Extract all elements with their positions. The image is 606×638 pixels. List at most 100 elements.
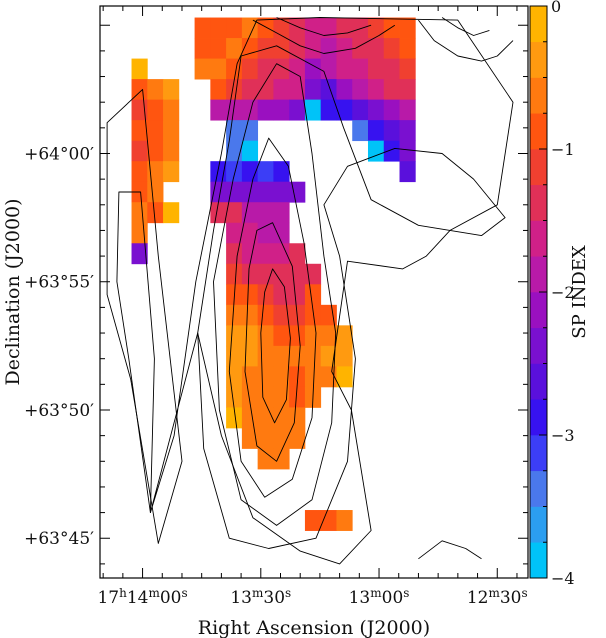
heatmap-cell [336, 366, 353, 388]
colorbar-swatch [530, 113, 547, 150]
heatmap-cell [367, 120, 385, 142]
heatmap-cell [226, 79, 243, 101]
heatmap-cell [399, 17, 416, 39]
heatmap-cell [273, 325, 290, 347]
heatmap-cell [399, 79, 416, 101]
heatmap-cell [383, 17, 400, 39]
heatmap-cell [210, 79, 227, 101]
heatmap-cell [131, 161, 148, 183]
heatmap-cell [336, 17, 353, 39]
heatmap-cell [147, 202, 164, 224]
heatmap-cell [210, 99, 227, 121]
heatmap-cell [304, 99, 322, 121]
heatmap-cell [289, 17, 306, 39]
contour-ridge-1 [252, 19, 396, 54]
heatmap-cell [257, 284, 274, 306]
heatmap-cell [257, 325, 274, 347]
colorbar-swatch [530, 6, 547, 43]
y-tick-label: +63°50′ [24, 401, 94, 421]
heatmap-cell [273, 427, 290, 449]
heatmap-cell [336, 99, 353, 121]
heatmap-cell [352, 79, 369, 101]
heatmap-cell [226, 345, 243, 367]
heatmap-cell [241, 325, 259, 347]
heatmap-cell [131, 243, 148, 265]
heatmap-cell [210, 181, 227, 203]
heatmap-cell [241, 79, 259, 101]
contour-main-2 [197, 45, 506, 549]
colorbar-swatch [530, 327, 547, 364]
heatmap-cell [273, 202, 290, 224]
heatmap-cell [289, 181, 306, 203]
heatmap-cell [163, 202, 180, 224]
x-tick-label: 17h14m00s [97, 586, 187, 608]
colorbar-swatch [530, 149, 547, 186]
heatmap-cell [399, 161, 416, 183]
heatmap-cell [336, 38, 353, 59]
heatmap-cell [147, 79, 164, 101]
heatmap-cell [163, 120, 180, 142]
heatmap-cell [226, 407, 243, 429]
heatmap-cell [383, 58, 400, 80]
heatmap-cell [352, 17, 369, 39]
intensity-contours [106, 17, 514, 565]
contour-ridge-4 [441, 17, 490, 36]
heatmap-cell [241, 17, 259, 39]
heatmap-cell [147, 161, 164, 183]
colorbar-swatch [530, 77, 547, 114]
heatmap-cell [131, 202, 148, 224]
heatmap-cell [257, 202, 274, 224]
colorbar-tick-label: −1 [551, 140, 575, 159]
heatmap-cell [304, 510, 322, 531]
y-tick-label: +63°45′ [24, 529, 94, 549]
heatmap-cell [304, 345, 322, 367]
contour-main-3 [213, 63, 337, 526]
heatmap-cell [163, 161, 180, 183]
heatmap-cell [257, 58, 274, 80]
heatmap-cell [273, 99, 290, 121]
heatmap-cell [210, 161, 227, 183]
heatmap-cell [367, 58, 385, 80]
heatmap-cell [241, 58, 259, 80]
colorbar-swatch [530, 470, 547, 507]
colorbar-swatch [530, 41, 547, 78]
heatmap-cell [352, 99, 369, 121]
colorbar-label: SP INDEX [569, 245, 590, 339]
heatmap-cell [289, 99, 306, 121]
x-tick-label: 12m30s [467, 586, 528, 608]
heatmap-cell [226, 366, 243, 388]
heatmap-cell [131, 222, 148, 244]
heatmap-cells [131, 17, 416, 531]
heatmap-cell [383, 79, 400, 101]
heatmap-cell [289, 325, 306, 347]
colorbar-swatch [530, 399, 547, 436]
heatmap-cell [241, 99, 259, 121]
y-axis: +63°45′ +63°50′ +63°55′ +64°00′ [24, 24, 528, 565]
heatmap-cell [273, 161, 290, 183]
heatmap-cell [226, 202, 243, 224]
heatmap-cell [320, 38, 337, 59]
heatmap-cell [289, 427, 306, 449]
contour-main-6 [260, 268, 291, 424]
colorbar-swatch [530, 363, 547, 400]
colorbar-swatch [530, 292, 547, 329]
colorbar-swatch [530, 220, 547, 257]
heatmap-cell [226, 222, 243, 244]
heatmap-cell [367, 38, 385, 59]
heatmap-cell [257, 448, 274, 470]
y-tick-label: +64°00′ [24, 144, 94, 164]
contour-west-inner [116, 191, 155, 514]
contour-south-blob [418, 540, 482, 560]
heatmap-cell [257, 181, 274, 203]
heatmap-cell [367, 17, 385, 39]
x-tick-label: 13m30s [230, 586, 291, 608]
y-axis-label: Declination (J2000) [2, 198, 24, 385]
heatmap-cell [194, 58, 211, 80]
colorbar-tick-label: −3 [551, 426, 575, 445]
heatmap-cell [226, 181, 243, 203]
heatmap-cell [257, 17, 274, 39]
heatmap-cell [336, 79, 353, 101]
heatmap-cell [241, 263, 259, 285]
heatmap-cell [226, 58, 243, 80]
heatmap-cell [226, 17, 243, 39]
